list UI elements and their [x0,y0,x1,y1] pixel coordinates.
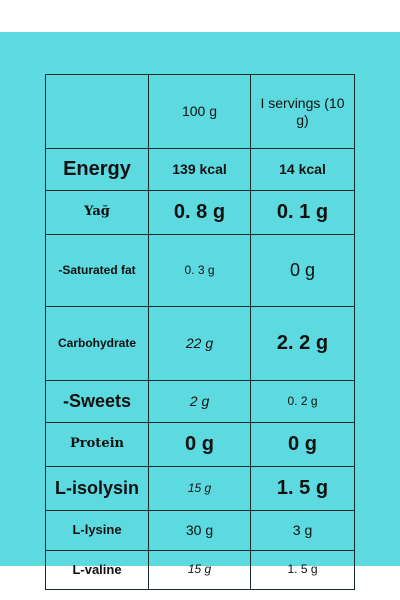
value-per-100g: 2 g [148,380,251,423]
nutrient-name: Protein [45,422,149,467]
table-row-protein: Protein 0 g 0 g [45,422,355,467]
value-per-100g: 15 g [148,466,251,511]
value-per-100g: 139 kcal [148,148,251,191]
value-per-100g: 0 g [148,422,251,467]
nutrient-name: L-lysine [45,510,149,551]
header-cell-per-serving: I servings (10 g) [250,74,355,149]
value-per-100g: 15 g [148,550,251,590]
value-per-serving: 1. 5 g [250,466,355,511]
value-per-serving: 0 g [250,422,355,467]
table-row-sweets: -Sweets 2 g 0. 2 g [45,380,355,423]
table-row-energy: Energy 139 kcal 14 kcal [45,148,355,191]
value-per-100g: 0. 8 g [148,190,251,235]
nutrient-name: Carbohydrate [45,306,149,381]
value-per-serving: 0 g [250,234,355,307]
value-per-serving: 0. 2 g [250,380,355,423]
nutrition-facts-table: 100 g I servings (10 g) Energy 139 kcal … [45,74,355,590]
value-per-serving: 3 g [250,510,355,551]
nutrient-name: -Sweets [45,380,149,423]
nutrient-name: L-valine [45,550,149,590]
nutrient-name: -Saturated fat [45,234,149,307]
value-per-100g: 30 g [148,510,251,551]
header-cell-empty [45,74,149,149]
background-panel: 100 g I servings (10 g) Energy 139 kcal … [0,32,400,590]
table-row-fat: Yağ 0. 8 g 0. 1 g [45,190,355,235]
table-row-carbohydrate: Carbohydrate 22 g 2. 2 g [45,306,355,381]
table-row-l-lysine: L-lysine 30 g 3 g [45,510,355,551]
header-cell-per-100g: 100 g [148,74,251,149]
header-row: 100 g I servings (10 g) [45,74,355,149]
value-per-serving: 14 kcal [250,148,355,191]
table-row-l-isolysin: L-isolysin 15 g 1. 5 g [45,466,355,511]
value-per-100g: 0. 3 g [148,234,251,307]
value-per-100g: 22 g [148,306,251,381]
value-per-serving: 0. 1 g [250,190,355,235]
value-per-serving: 2. 2 g [250,306,355,381]
value-per-serving: 1. 5 g [250,550,355,590]
nutrient-name: Yağ [45,190,149,235]
table-row-saturated-fat: -Saturated fat 0. 3 g 0 g [45,234,355,307]
table-row-l-valine: L-valine 15 g 1. 5 g [45,550,355,590]
nutrient-name: L-isolysin [45,466,149,511]
nutrient-name: Energy [45,148,149,191]
